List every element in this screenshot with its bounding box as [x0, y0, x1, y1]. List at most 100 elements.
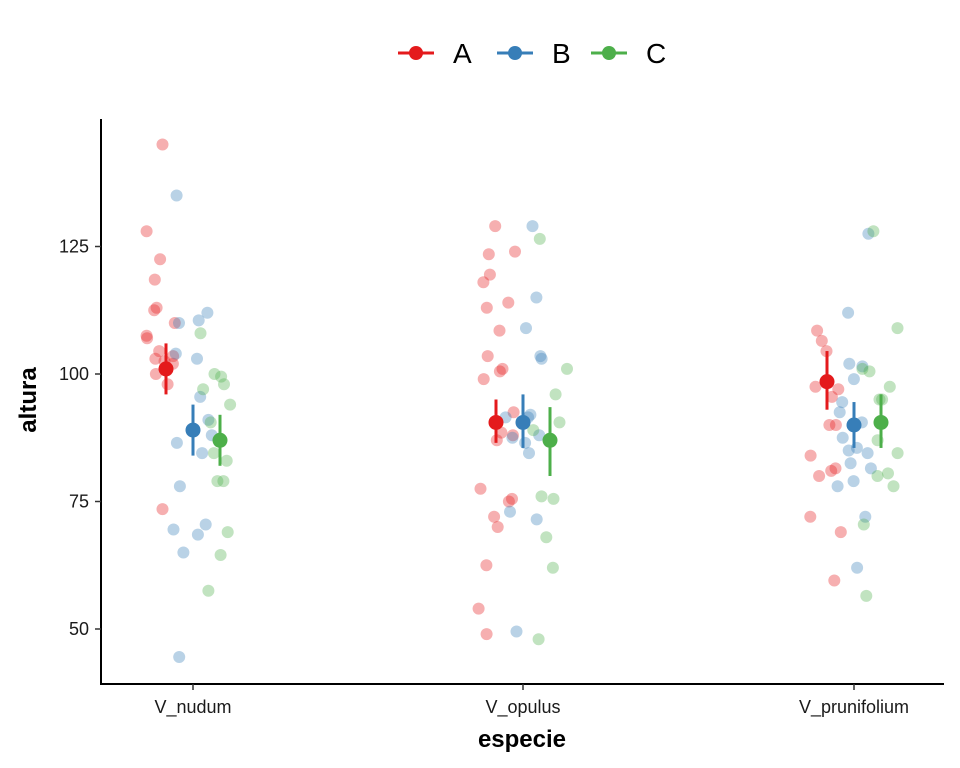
data-point [856, 362, 869, 375]
data-point [215, 370, 228, 383]
data-point [519, 436, 532, 449]
mean-errorbars [158, 343, 889, 476]
data-point [480, 559, 493, 572]
data-point [483, 268, 496, 281]
data-point [891, 322, 904, 335]
data-point [811, 324, 824, 337]
data-point [502, 495, 515, 508]
y-axis-title: altura [15, 367, 42, 433]
data-point [167, 523, 180, 536]
data-point [161, 378, 174, 391]
data-point [861, 447, 874, 460]
data-point [829, 419, 842, 431]
data-point [547, 492, 560, 505]
data-point [887, 480, 900, 493]
mean-point [158, 361, 174, 377]
data-point [173, 317, 185, 329]
data-point [535, 352, 548, 365]
data-point [891, 447, 904, 460]
data-point [480, 628, 493, 641]
data-point [833, 406, 846, 419]
data-point [530, 513, 543, 526]
data-point [493, 365, 506, 378]
data-point [150, 301, 163, 314]
data-point [842, 306, 855, 319]
legend-item-b: B [497, 38, 571, 69]
mean-point [515, 414, 531, 430]
data-point [506, 429, 519, 442]
mean-point [819, 374, 835, 390]
data-point [836, 431, 849, 444]
data-point [506, 492, 518, 505]
y-tick-label: 125 [59, 237, 89, 257]
data-point [191, 352, 203, 365]
data-point [218, 378, 230, 391]
data-point [523, 447, 535, 460]
y-tick-label: 100 [59, 364, 89, 384]
data-point [493, 324, 506, 337]
legend: A B C [398, 38, 666, 69]
data-point [480, 301, 493, 314]
data-point [202, 584, 215, 597]
data-point [506, 431, 519, 444]
data-point [156, 503, 169, 516]
mean-point [873, 414, 889, 430]
data-point [862, 227, 875, 240]
legend-point-icon [508, 46, 522, 60]
x-ticks: V_nudum V_opulus V_prunifolium [154, 684, 909, 718]
data-point [871, 470, 884, 482]
data-point [496, 362, 509, 375]
data-point [829, 462, 842, 475]
data-point [173, 480, 186, 493]
legend-item-a: A [398, 38, 472, 69]
mean-point [185, 422, 201, 438]
data-point [847, 373, 860, 386]
data-point [530, 291, 543, 304]
data-point [842, 444, 855, 457]
data-point [540, 531, 553, 544]
data-point [831, 480, 844, 493]
data-point [141, 332, 154, 345]
data-point [221, 526, 234, 539]
data-point [196, 447, 209, 460]
legend-item-c: C [591, 38, 666, 69]
data-point [201, 306, 214, 319]
data-point [214, 549, 227, 561]
data-point [509, 245, 521, 258]
data-point [167, 350, 180, 363]
data-point [832, 383, 845, 396]
data-point [856, 360, 869, 373]
data-point [153, 345, 166, 358]
data-point [192, 314, 205, 327]
jitter-points [140, 138, 904, 663]
x-tick-label: V_prunifolium [799, 697, 909, 718]
data-point [823, 419, 836, 431]
legend-label: C [646, 38, 666, 69]
data-point [140, 225, 153, 238]
data-point [844, 457, 857, 470]
data-point [482, 248, 495, 261]
y-tick-label: 50 [69, 619, 89, 639]
data-point [520, 322, 532, 335]
data-point [507, 406, 520, 419]
data-point [809, 380, 822, 393]
data-point [857, 518, 870, 531]
data-point [510, 625, 523, 638]
legend-label: A [453, 38, 472, 69]
data-point [527, 424, 540, 437]
data-point [815, 334, 828, 347]
mean-point [846, 417, 862, 433]
data-point [194, 390, 207, 403]
data-point [472, 602, 485, 615]
data-point [170, 189, 183, 202]
data-point [863, 365, 876, 378]
data-point [836, 396, 849, 409]
data-point [535, 490, 548, 503]
data-point [532, 633, 545, 646]
data-point [204, 416, 217, 429]
legend-point-icon [409, 46, 423, 60]
data-point [825, 464, 838, 477]
data-point [533, 232, 546, 245]
y-ticks: 50 75 100 125 [59, 237, 101, 639]
